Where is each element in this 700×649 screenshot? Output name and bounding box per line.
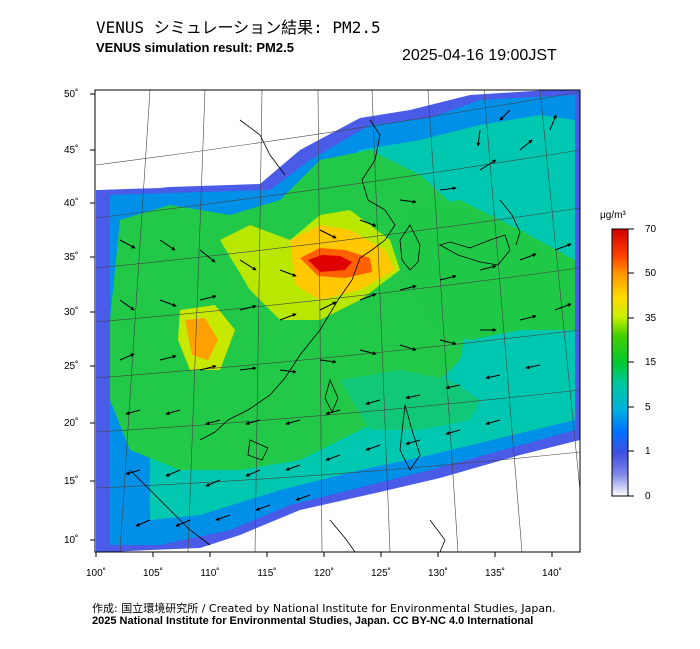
colorbar-label: 5 [645,402,651,413]
map-frame [94,89,581,553]
lat-label: 30˚ [64,306,78,318]
colorbar-label: 1 [645,446,651,457]
colorbar-label: 0 [645,491,651,502]
lon-label: 105˚ [143,567,163,579]
colorbar-label: 70 [645,224,657,235]
lon-label: 115˚ [257,567,276,579]
colorbar-label: 15 [645,357,657,368]
lat-label: 50˚ [64,88,78,100]
lon-label: 100˚ [86,567,106,579]
longitude-labels: 100˚ 105˚ 110˚ 115˚ 120˚ 125˚ 130˚ 135˚ … [86,567,562,579]
colorbar-label: 35 [645,313,657,324]
lat-label: 35˚ [64,251,78,263]
latitude-labels: 50˚ 45˚ 40˚ 35˚ 30˚ 25˚ 20˚ 15˚ 10˚ [64,88,78,546]
lon-label: 135˚ [485,567,505,579]
lon-label: 125˚ [371,567,391,579]
lat-label: 25˚ [64,360,78,372]
lat-label: 20˚ [64,417,78,429]
lat-label: 15˚ [64,475,78,487]
colorbar-label: 50 [645,268,657,279]
credit-line: 作成: 国立環境研究所 / Created by National Instit… [92,602,556,615]
lon-label: 140˚ [542,567,562,579]
copyright-line: 2025 National Institute for Environmenta… [92,615,534,627]
title-japanese: VENUS シミュレーション結果: PM2.5 [96,18,381,37]
colorbar-unit: μg/m³ [600,210,626,221]
title-english: VENUS simulation result: PM2.5 [96,40,294,55]
lat-label: 40˚ [64,197,78,209]
lon-label: 130˚ [428,567,448,579]
lon-label: 120˚ [314,567,334,579]
colorbar [611,228,629,497]
forecast-timestamp: 2025-04-16 19:00JST [402,47,557,64]
lat-label: 45˚ [64,144,78,156]
concentration-field [95,90,580,552]
lat-label: 10˚ [64,534,78,546]
lon-label: 110˚ [200,567,219,579]
